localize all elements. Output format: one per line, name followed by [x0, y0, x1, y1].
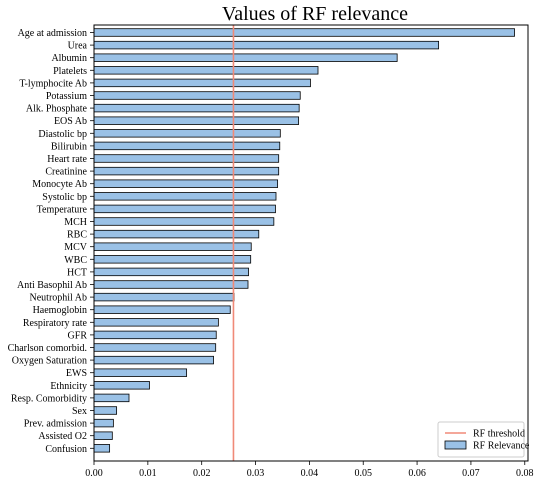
x-tick-label: 0.01 — [139, 468, 157, 479]
bar — [94, 41, 439, 49]
x-axis: 0.00 0.01 0.02 0.03 0.04 0.05 0.06 0.07 0.08 — [85, 461, 533, 479]
y-tick-label: Anti Basophil Ab — [17, 280, 87, 291]
y-tick-label: Monocyte Ab — [32, 179, 87, 190]
bar — [94, 205, 275, 213]
y-tick-label: Bilirubin — [51, 141, 87, 152]
bar — [94, 256, 251, 264]
legend: RF threshold RF Relevance — [438, 422, 530, 457]
y-tick-label: RBC — [67, 230, 87, 241]
bar — [94, 382, 149, 390]
legend-threshold-label: RF threshold — [473, 429, 525, 440]
y-tick-label: Heart rate — [47, 154, 87, 165]
y-tick-label: EWS — [66, 368, 87, 379]
y-tick-label: Platelets — [53, 66, 87, 77]
y-tick-label: Neutrophil Ab — [30, 293, 88, 304]
y-tick-label: Charlson comorbid. — [8, 343, 87, 354]
x-tick-label: 0.07 — [462, 468, 480, 479]
y-tick-label: GFR — [68, 330, 88, 341]
y-tick-label: Oxygen Saturation — [12, 356, 87, 367]
bar — [94, 193, 276, 201]
y-tick-label: MCV — [64, 242, 88, 253]
y-tick-label: Alk. Phosphate — [26, 104, 88, 115]
y-tick-label: T-lymphocite Ab — [19, 78, 87, 89]
legend-box — [438, 422, 524, 457]
y-tick-label: Respiratory rate — [23, 318, 88, 329]
y-tick-label: Prev. admission — [24, 419, 87, 430]
bar — [94, 180, 278, 188]
y-tick-label: Assisted O2 — [38, 431, 87, 442]
y-tick-label: Creatinine — [45, 167, 87, 178]
bar — [94, 104, 299, 112]
legend-relevance-swatch — [445, 441, 466, 449]
bar — [94, 54, 397, 62]
bar — [94, 67, 318, 75]
chart-title: Values of RF relevance — [222, 3, 408, 25]
bar — [94, 293, 234, 301]
y-tick-label: Urea — [68, 41, 88, 52]
y-tick-label: Ethnicity — [50, 381, 87, 392]
x-tick-label: 0.00 — [85, 468, 103, 479]
bar — [94, 79, 310, 87]
bar — [94, 331, 216, 339]
y-tick-label: Age at admission — [18, 28, 87, 39]
y-tick-label: Confusion — [45, 444, 87, 455]
bar — [94, 445, 110, 453]
y-tick-label: Albumin — [51, 53, 87, 64]
y-tick-label: Haemoglobin — [33, 305, 87, 316]
y-tick-label: Potassium — [46, 91, 87, 102]
legend-relevance-label: RF Relevance — [473, 441, 530, 452]
bar — [94, 167, 279, 175]
bar — [94, 407, 117, 415]
y-tick-label: Resp. Comorbidity — [11, 393, 87, 404]
y-tick-label: Sex — [72, 406, 87, 417]
y-tick-label: WBC — [64, 255, 87, 266]
y-tick-label: Temperature — [37, 204, 88, 215]
bar — [94, 268, 249, 276]
bar — [94, 432, 112, 440]
bars-group — [94, 29, 515, 452]
bar — [94, 92, 300, 100]
bar — [94, 117, 299, 125]
bar — [94, 344, 216, 352]
x-tick-label: 0.06 — [408, 468, 426, 479]
y-tick-label: HCT — [67, 267, 87, 278]
y-tick-label: EOS Ab — [54, 116, 87, 127]
bar — [94, 142, 280, 150]
bar — [94, 306, 230, 314]
x-tick-label: 0.05 — [354, 468, 372, 479]
x-tick-label: 0.04 — [301, 468, 319, 479]
bar — [94, 218, 274, 226]
x-tick-label: 0.02 — [193, 468, 211, 479]
bar — [94, 369, 187, 377]
bar — [94, 243, 251, 251]
bar — [94, 29, 515, 37]
bar — [94, 281, 248, 289]
bar — [94, 394, 129, 402]
bar — [94, 319, 218, 327]
x-tick-label: 0.03 — [247, 468, 265, 479]
x-tick-label: 0.08 — [516, 468, 534, 479]
y-tick-label: Diastolic bp — [38, 129, 87, 140]
bar — [94, 155, 279, 163]
bar — [94, 419, 113, 427]
bar — [94, 356, 214, 364]
bar — [94, 130, 280, 138]
y-tick-label: MCH — [64, 217, 87, 228]
y-tick-label: Systolic bp — [42, 192, 87, 203]
